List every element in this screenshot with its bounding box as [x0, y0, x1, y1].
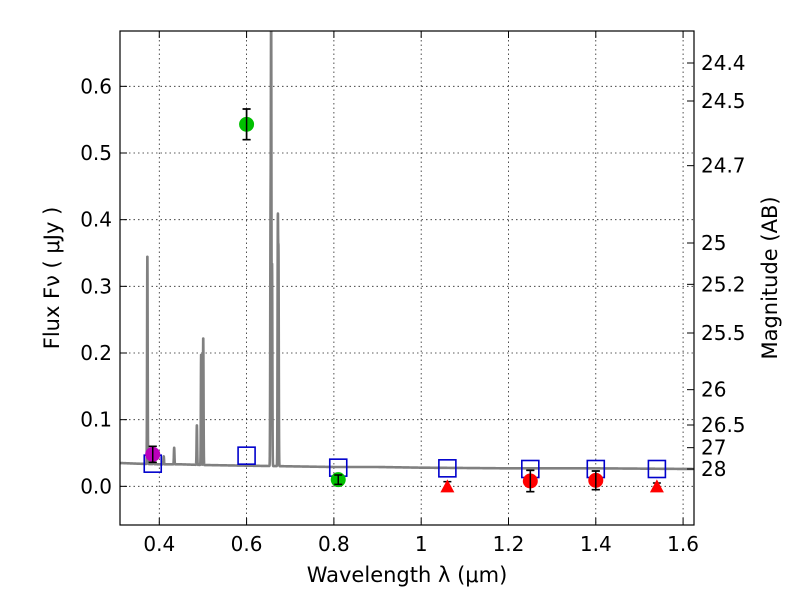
right-axis-tick-label: 24.7: [701, 154, 746, 178]
plot-frame: [119, 30, 695, 526]
right-axis-tick-label: 27: [701, 436, 726, 460]
y-tick-label: 0.2: [80, 341, 112, 365]
right-axis-tick-label: 24.4: [701, 51, 746, 75]
plot-area: [120, 31, 694, 493]
right-axis-tick-label: 25: [701, 231, 726, 255]
upper-limit-triangle: [649, 479, 664, 493]
right-axis-tick-label: 28: [701, 457, 726, 481]
y-tick-label: 0.0: [80, 474, 112, 498]
spectrum-line: [120, 31, 694, 471]
y-tick-label: 0.5: [80, 141, 112, 165]
y-tick-label: 0.3: [80, 274, 112, 298]
right-axis-tick-label: 26: [701, 378, 726, 402]
x-tick-label: 0.4: [143, 532, 175, 556]
y-tick-label: 0.4: [80, 208, 112, 232]
model-band-square: [438, 459, 457, 478]
x-tick-label: 1.4: [580, 532, 612, 556]
right-axis-tick-label: 25.2: [701, 272, 746, 296]
x-tick-label: 0.6: [231, 532, 263, 556]
right-axis-label: Magnitude (AB): [758, 196, 782, 359]
x-axis-label: Wavelength λ (μm): [307, 563, 508, 587]
model-band-square: [647, 459, 667, 479]
x-tick-label: 1.6: [667, 532, 699, 556]
x-tick-label: 1: [415, 532, 428, 556]
axis-ticks: 0.4 0.6 0.8 1 1.2 1.4 1.6 0.0 0.1 0.2 0.3 0.4 0.5 0.6…: [80, 31, 746, 556]
right-axis-tick-label: 26.5: [701, 413, 746, 437]
right-axis-tick-label: 24.5: [701, 89, 746, 113]
right-axis-tick-label: 25.5: [701, 321, 746, 345]
y-tick-label: 0.1: [80, 408, 112, 432]
model-band-square: [237, 446, 256, 465]
y-axis-label: Flux Fν ( μJy ): [40, 207, 64, 350]
x-tick-label: 0.8: [318, 532, 350, 556]
grid: [120, 31, 694, 525]
y-tick-label: 0.6: [80, 74, 112, 98]
upper-limit-triangle: [440, 479, 455, 493]
x-tick-label: 1.2: [493, 532, 525, 556]
